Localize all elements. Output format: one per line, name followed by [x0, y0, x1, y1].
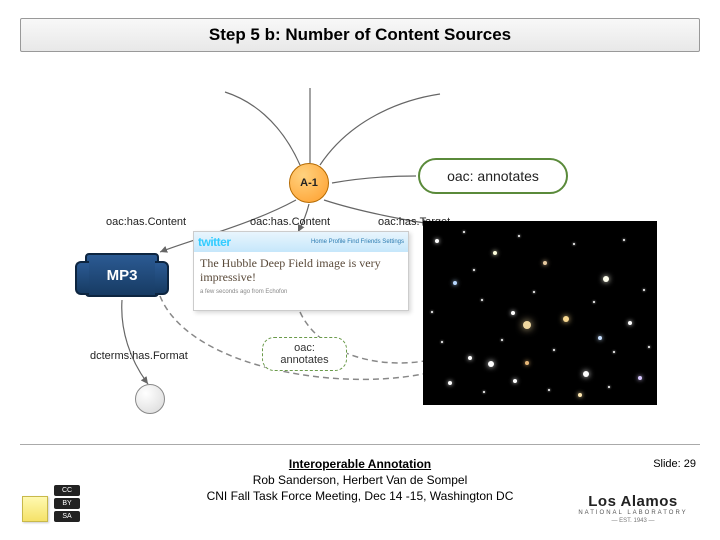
star-icon	[533, 291, 535, 293]
sa-icon: SA	[54, 511, 80, 522]
star-icon	[593, 301, 595, 303]
star-icon	[468, 356, 472, 360]
star-icon	[643, 289, 645, 291]
lanl-logo: Los Alamos NATIONAL LABORATORY — EST. 19…	[568, 493, 698, 524]
star-icon	[513, 379, 517, 383]
star-icon	[583, 371, 589, 377]
star-icon	[453, 281, 457, 285]
star-icon	[573, 243, 575, 245]
star-icon	[578, 393, 582, 397]
star-icon	[603, 276, 609, 282]
star-icon	[608, 386, 610, 388]
star-icon	[435, 239, 439, 243]
star-icon	[553, 349, 555, 351]
hubble-deepfield-image	[423, 221, 657, 405]
tweet-content-node: twitter Home Profile Find Friends Settin…	[193, 231, 409, 311]
star-icon	[638, 376, 642, 380]
predicate-hascontent-1: oac:has.Content	[106, 216, 186, 228]
star-icon	[488, 361, 494, 367]
oac-annotates-label-small: oac: annotates	[262, 337, 347, 371]
slide-title-bar: Step 5 b: Number of Content Sources	[20, 18, 700, 52]
star-icon	[481, 299, 483, 301]
format-node	[135, 384, 165, 414]
lanl-subtitle: NATIONAL LABORATORY	[568, 510, 698, 516]
star-icon	[548, 389, 550, 391]
star-icon	[563, 316, 569, 322]
footer-divider	[20, 444, 700, 445]
annotation-node-label: A-1	[300, 177, 318, 189]
star-icon	[483, 391, 485, 393]
lanl-name: Los Alamos	[568, 493, 698, 510]
footer-authors: Rob Sanderson, Herbert Van de Sompel	[253, 473, 468, 487]
star-icon	[598, 336, 602, 340]
predicate-hascontent-2: oac:has.Content	[250, 216, 330, 228]
star-icon	[448, 381, 452, 385]
star-icon	[628, 321, 632, 325]
footer-title: Interoperable Annotation	[289, 457, 431, 471]
predicate-hasformat: dcterms:has.Format	[90, 350, 188, 362]
star-icon	[648, 346, 650, 348]
slide-title: Step 5 b: Number of Content Sources	[209, 25, 511, 45]
star-icon	[613, 351, 615, 353]
star-icon	[501, 339, 503, 341]
star-icon	[525, 361, 529, 365]
footer-venue: CNI Fall Task Force Meeting, Dec 14 -15,…	[207, 489, 514, 503]
annotation-node: A-1	[289, 163, 329, 203]
tweet-meta: a few seconds ago from Echofon	[194, 289, 408, 295]
star-icon	[511, 311, 515, 315]
star-icon	[441, 341, 443, 343]
tweet-header: twitter Home Profile Find Friends Settin…	[194, 232, 408, 252]
postit-icon	[22, 496, 48, 522]
oac-annotates-label: oac: annotates	[418, 158, 568, 194]
star-icon	[623, 239, 625, 241]
by-icon: BY	[54, 498, 80, 509]
slide-number: Slide: 29	[653, 458, 696, 470]
star-icon	[473, 269, 475, 271]
cc-icon: CC	[54, 485, 80, 496]
twitter-logo-icon: twitter	[198, 235, 231, 249]
tweet-body: The Hubble Deep Field image is very impr…	[194, 252, 408, 289]
star-icon	[518, 235, 520, 237]
tweet-nav: Home Profile Find Friends Settings	[311, 239, 404, 245]
mp3-content-node: MP3	[85, 253, 159, 297]
lanl-est: — EST. 1943 —	[568, 518, 698, 524]
star-icon	[463, 231, 465, 233]
star-icon	[523, 321, 531, 329]
star-icon	[431, 311, 433, 313]
cc-badges: CC BY SA	[54, 485, 80, 522]
star-icon	[543, 261, 547, 265]
star-icon	[493, 251, 497, 255]
